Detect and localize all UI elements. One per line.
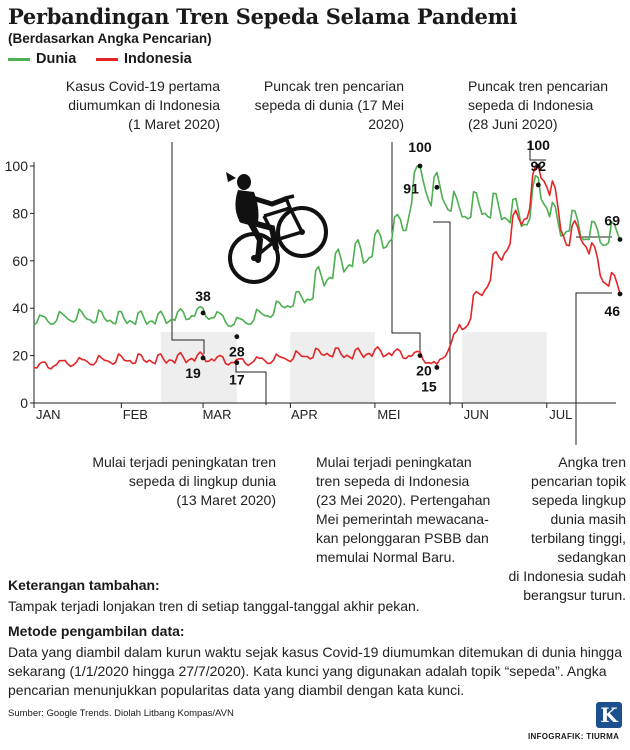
x-tick-label-mei: MEI xyxy=(377,407,400,422)
legend-item-dunia: Dunia xyxy=(8,51,76,67)
data-point-dunia-5 xyxy=(617,237,623,242)
data-label-indonesia-5: 46 xyxy=(604,303,620,319)
data-point-indonesia-5 xyxy=(617,291,623,297)
data-label-dunia-1: 28 xyxy=(229,344,245,360)
y-tick-label-80: 80 xyxy=(12,205,28,221)
data-label-indonesia-3: 15 xyxy=(421,378,437,394)
chart-subtitle: (Berdasarkan Angka Pencarian) xyxy=(8,31,212,46)
data-point-dunia-2 xyxy=(417,163,423,169)
data-point-indonesia-0 xyxy=(200,355,206,361)
data-label-indonesia-1: 17 xyxy=(229,372,245,388)
annotation-july-note: Angka tren pencarian topik sepeda lingku… xyxy=(508,454,626,603)
x-tick-label-apr: APR xyxy=(291,407,318,422)
x-tick-label-jan: JAN xyxy=(36,407,61,422)
data-point-dunia-4 xyxy=(535,182,541,188)
credit-note: INFOGRAFIK: TIURMA xyxy=(528,732,620,741)
data-point-indonesia-3 xyxy=(434,365,440,370)
data-point-indonesia-4 xyxy=(535,163,541,169)
x-tick-label-mar: MAR xyxy=(203,407,232,422)
series-lines: 38281009192691917201510046 xyxy=(33,137,623,394)
chart-title: Perbandingan Tren Sepeda Selama Pandemi xyxy=(8,4,518,29)
legend-label-indonesia: Indonesia xyxy=(124,51,192,67)
source-note: Sumber: Google Trends. Diolah Litbang Ko… xyxy=(8,708,234,719)
series-line-dunia xyxy=(33,165,621,327)
extra-info-heading: Keterangan tambahan: xyxy=(8,577,160,593)
x-tick-label-jun: JUN xyxy=(464,407,489,422)
month-band-0 xyxy=(160,331,237,403)
x-tick-label-feb: FEB xyxy=(123,407,148,422)
data-label-indonesia-2: 20 xyxy=(416,363,432,379)
legend-swatch-indonesia xyxy=(96,57,118,61)
data-label-indonesia-0: 19 xyxy=(185,365,201,381)
y-tick-label-20: 20 xyxy=(12,348,28,364)
extra-info-text: Tampak terjadi lonjakan tren di setiap t… xyxy=(8,598,420,614)
legend-label-dunia: Dunia xyxy=(36,51,77,67)
y-tick-label-100: 100 xyxy=(5,158,29,174)
method-heading: Metode pengambilan data: xyxy=(8,623,185,639)
annotation-indo-peak: Puncak tren pencarian sepeda di Indonesi… xyxy=(468,78,609,132)
data-label-indonesia-4: 100 xyxy=(527,137,551,153)
data-label-dunia-5: 69 xyxy=(604,212,620,228)
annotation-world-rise: Mulai terjadi peningkatan tren sepeda di… xyxy=(92,454,276,508)
data-point-dunia-1 xyxy=(234,334,240,340)
legend-item-indonesia: Indonesia xyxy=(96,51,192,67)
annotation-world-peak: Puncak tren pencarian sepeda di dunia (1… xyxy=(254,78,404,132)
month-band-1 xyxy=(290,331,375,403)
series-line-indonesia xyxy=(33,165,621,370)
y-tick-label-0: 0 xyxy=(20,395,28,411)
method-text: Data yang diambil dalam kurun waktu seja… xyxy=(8,644,623,698)
data-label-dunia-2: 100 xyxy=(408,139,432,155)
leader-world-peak xyxy=(391,142,421,353)
chart-axis: 0 20 40 60 80 100 JAN FEB MAR APR MEI JUN JUL xyxy=(5,158,616,422)
data-point-dunia-0 xyxy=(200,310,206,316)
x-tick-label-jul: JUL xyxy=(549,407,572,422)
y-tick-label-60: 60 xyxy=(12,253,28,269)
leader-july-note xyxy=(575,292,612,445)
data-point-dunia-3 xyxy=(434,184,440,190)
data-label-dunia-0: 38 xyxy=(195,288,211,304)
weekend-bands xyxy=(160,331,547,403)
annotation-covid-first: Kasus Covid-19 pertama diumumkan di Indo… xyxy=(65,78,220,132)
annotation-indo-rise: Mulai terjadi peningkatan tren sepeda di… xyxy=(316,454,491,565)
y-tick-label-40: 40 xyxy=(12,300,28,316)
leader-indo-peak xyxy=(529,142,546,161)
data-point-indonesia-2 xyxy=(417,353,423,358)
leader-covid-first xyxy=(171,142,205,354)
legend-swatch-dunia xyxy=(8,57,30,61)
cyclist-icon xyxy=(226,172,328,284)
data-label-dunia-3: 91 xyxy=(403,180,419,196)
data-point-indonesia-1 xyxy=(234,360,240,366)
month-band-2 xyxy=(462,331,547,403)
leader-world-rise xyxy=(235,362,267,405)
kompas-logo: K xyxy=(596,702,622,728)
